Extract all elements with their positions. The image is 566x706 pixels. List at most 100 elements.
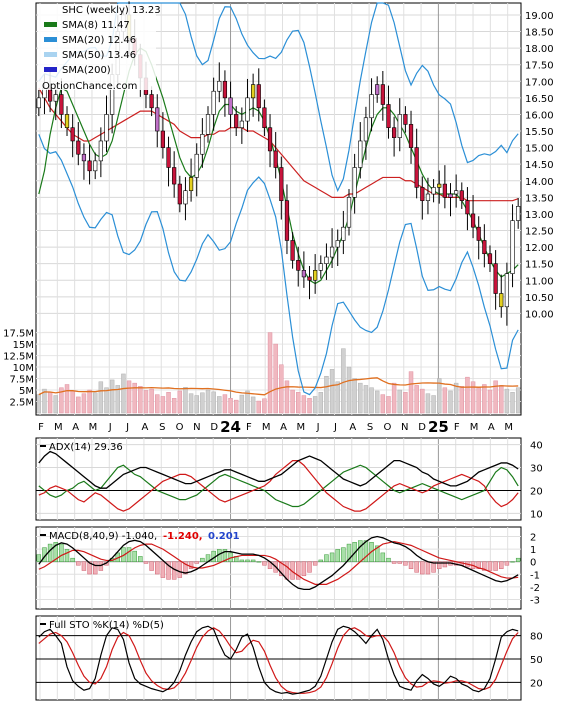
macd-histogram-bar xyxy=(279,561,284,577)
candle-body xyxy=(53,94,58,102)
candle-body xyxy=(487,253,493,264)
volume-bar xyxy=(358,382,363,414)
macd-histogram-bar xyxy=(194,561,199,564)
macd-histogram-bar xyxy=(487,561,493,571)
legend-swatch-sma8 xyxy=(44,22,57,27)
macd-histogram-bar xyxy=(391,561,397,564)
volume-bar xyxy=(245,390,250,414)
macd-histogram-bar xyxy=(126,547,132,562)
volume-bar xyxy=(499,385,504,414)
price-title: SHC (weekly) 13.23 xyxy=(62,5,161,16)
candle-body xyxy=(188,177,194,192)
volume-bar xyxy=(211,391,216,414)
macd-histogram-bar xyxy=(155,561,160,575)
adx-legend: ADX(14) 29.36 xyxy=(40,442,123,453)
candle-body xyxy=(273,150,278,168)
volume-bar xyxy=(76,396,81,414)
macd-legend: MACD(8,40,9) -1.040, -1.240, 0.201 xyxy=(40,531,240,542)
macd-histogram-bar xyxy=(414,561,419,573)
macd-histogram-bar xyxy=(64,549,70,562)
volume-bar xyxy=(273,343,278,414)
macd-histogram-bar xyxy=(166,561,171,580)
macd-tick-label: 0 xyxy=(530,558,536,569)
bollinger-upper-line xyxy=(38,2,519,193)
legend-swatch-sma200 xyxy=(44,67,57,72)
month-label: A xyxy=(142,422,149,433)
macd-histogram-bar xyxy=(200,557,205,562)
volume-bar xyxy=(470,381,476,414)
macd-histogram-bar xyxy=(301,561,307,577)
candle-body xyxy=(392,127,397,138)
macd-histogram-bar xyxy=(284,561,290,580)
volume-bar xyxy=(301,395,307,414)
macd-histogram-bar xyxy=(296,561,301,580)
volume-bar xyxy=(397,389,402,414)
candle-body xyxy=(194,153,199,178)
macd-histogram-bar xyxy=(138,556,143,562)
candle-body xyxy=(36,97,41,109)
candle-body xyxy=(59,94,64,115)
volume-bar xyxy=(138,386,143,414)
volume-bar xyxy=(166,392,171,414)
volume-tick-label: 7.5M xyxy=(9,375,34,386)
candle-body xyxy=(87,160,92,172)
volume-bar xyxy=(92,392,98,414)
candle-body xyxy=(346,197,352,228)
volume-bar xyxy=(36,394,42,414)
candle-body xyxy=(425,193,431,201)
volume-bar xyxy=(420,388,425,414)
candle-body xyxy=(166,147,171,168)
macd-histogram-bar xyxy=(442,561,448,568)
volume-bar xyxy=(487,389,493,414)
volume-tick-label: 10M xyxy=(13,363,34,374)
candle-body xyxy=(307,276,312,281)
macd-histogram-bar xyxy=(425,561,431,575)
price-tick-label: 13.50 xyxy=(525,193,554,204)
volume-bar xyxy=(515,387,521,414)
adx-tick-label: 30 xyxy=(530,464,543,475)
month-label: A xyxy=(72,422,79,433)
macd-histogram-bar xyxy=(420,561,425,575)
volume-bar xyxy=(262,398,267,414)
volume-bar xyxy=(256,400,261,414)
candle-body xyxy=(482,240,487,255)
month-label: N xyxy=(193,422,200,433)
month-label: J xyxy=(125,422,129,433)
macd-histogram-bar xyxy=(143,561,149,564)
candle-body xyxy=(420,187,425,201)
macd-histogram-bar xyxy=(92,561,98,575)
macd-histogram-bar xyxy=(160,561,166,578)
plus-di-line xyxy=(38,464,519,508)
month-label: 24 xyxy=(220,418,241,436)
month-label: F xyxy=(38,422,44,433)
volume-bar xyxy=(414,385,419,414)
volume-bar xyxy=(431,395,436,414)
volume-bar xyxy=(374,390,380,414)
candle-body xyxy=(318,263,323,271)
volume-bar xyxy=(149,388,154,414)
month-label: M xyxy=(297,422,306,433)
legend-sma8: SMA(8) 11.47 xyxy=(62,20,130,31)
candle-body xyxy=(465,200,470,215)
macd-histogram-bar xyxy=(239,559,245,562)
candle-body xyxy=(256,84,261,109)
macd-histogram-bar xyxy=(504,561,510,566)
sto-title: Full STO %K(14) %D(5) xyxy=(49,620,164,631)
volume-bar xyxy=(380,394,386,414)
macd-histogram-bar xyxy=(499,561,504,570)
candle-body xyxy=(329,246,335,258)
macd-line xyxy=(38,535,519,591)
candle-body xyxy=(217,80,222,92)
month-label: O xyxy=(176,422,184,433)
macd-histogram-bar xyxy=(335,549,340,562)
volume-bar xyxy=(143,390,149,414)
volume-bar xyxy=(442,387,448,414)
candle-body xyxy=(239,120,244,129)
candle-body xyxy=(363,117,369,142)
volume-bars xyxy=(36,332,521,414)
candle-body xyxy=(493,263,498,294)
month-label: J xyxy=(316,422,320,433)
month-label: J xyxy=(333,422,337,433)
macd-histogram-bar xyxy=(307,561,312,573)
volume-bar xyxy=(476,387,481,414)
